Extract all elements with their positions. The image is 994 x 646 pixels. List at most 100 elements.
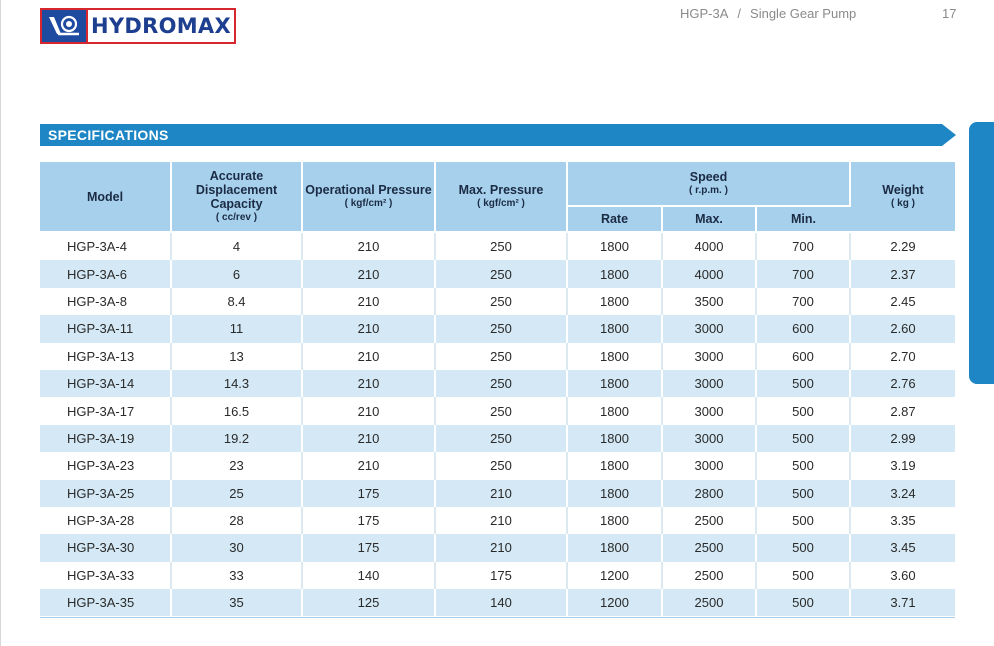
table-row: HGP-3A-28 28 175 210 1800 2500 500 3.35 — [40, 506, 955, 535]
cell-speed-min: 700 — [756, 232, 851, 261]
cell-speed-min: 700 — [756, 260, 851, 288]
cell-weight: 2.37 — [850, 260, 955, 288]
brand-name: HYDROMAX — [91, 14, 231, 38]
cell-max-pressure: 210 — [435, 479, 568, 507]
cell-operational-pressure: 175 — [302, 506, 436, 535]
cell-speed-rate: 1800 — [567, 369, 663, 398]
cell-operational-pressure: 210 — [302, 452, 436, 480]
table-row: HGP-3A-30 30 175 210 1800 2500 500 3.45 — [40, 534, 955, 562]
cell-weight: 2.76 — [850, 369, 955, 398]
cell-weight: 2.70 — [850, 342, 955, 370]
cell-displacement: 33 — [171, 561, 303, 590]
table-row: HGP-3A-19 19.2 210 250 1800 3000 500 2.99 — [40, 424, 955, 453]
cell-operational-pressure: 210 — [302, 315, 436, 343]
cell-displacement: 23 — [171, 452, 303, 480]
brand-logo: HYDROMAX — [40, 8, 236, 44]
cell-model: HGP-3A-28 — [40, 506, 172, 535]
table-row: HGP-3A-13 13 210 250 1800 3000 600 2.70 — [40, 342, 955, 370]
cell-speed-min: 500 — [756, 424, 851, 453]
cell-max-pressure: 250 — [435, 369, 568, 398]
cell-speed-rate: 1200 — [567, 561, 663, 590]
cell-speed-min: 700 — [756, 287, 851, 316]
cell-max-pressure: 140 — [435, 589, 568, 617]
cell-weight: 2.29 — [850, 232, 955, 261]
cell-weight: 3.24 — [850, 479, 955, 507]
cell-max-pressure: 175 — [435, 561, 568, 590]
section-bar-shape — [40, 124, 956, 146]
cell-speed-max: 3000 — [662, 315, 757, 343]
cell-model: HGP-3A-30 — [40, 534, 172, 562]
cell-operational-pressure: 210 — [302, 232, 436, 261]
table-row: HGP-3A-25 25 175 210 1800 2800 500 3.24 — [40, 479, 955, 507]
cell-displacement: 11 — [171, 315, 303, 343]
cell-weight: 3.71 — [850, 589, 955, 617]
header-operational-pressure: Operational Pressure( kgf/cm² ) — [302, 162, 436, 233]
cell-max-pressure: 250 — [435, 287, 568, 316]
cell-model: HGP-3A-17 — [40, 397, 172, 425]
cell-speed-max: 4000 — [662, 232, 757, 261]
cell-speed-rate: 1800 — [567, 397, 663, 425]
cell-model: HGP-3A-23 — [40, 452, 172, 480]
cell-speed-max: 3000 — [662, 342, 757, 370]
cell-operational-pressure: 210 — [302, 397, 436, 425]
cell-weight: 2.45 — [850, 287, 955, 316]
cell-operational-pressure: 210 — [302, 342, 436, 370]
header-speed: Speed( r.p.m. ) — [567, 162, 851, 207]
cell-speed-rate: 1800 — [567, 287, 663, 316]
cell-weight: 2.87 — [850, 397, 955, 425]
cell-speed-rate: 1800 — [567, 232, 663, 261]
side-tab — [969, 122, 994, 384]
cell-displacement: 30 — [171, 534, 303, 562]
cell-model: HGP-3A-35 — [40, 589, 172, 617]
cell-model: HGP-3A-8 — [40, 287, 172, 316]
cell-displacement: 28 — [171, 506, 303, 535]
cell-speed-rate: 1800 — [567, 260, 663, 288]
cell-max-pressure: 210 — [435, 534, 568, 562]
cell-operational-pressure: 140 — [302, 561, 436, 590]
cell-displacement: 6 — [171, 260, 303, 288]
cell-operational-pressure: 210 — [302, 424, 436, 453]
cell-speed-min: 500 — [756, 561, 851, 590]
cell-speed-max: 4000 — [662, 260, 757, 288]
cell-operational-pressure: 210 — [302, 287, 436, 316]
cell-speed-min: 600 — [756, 342, 851, 370]
cell-speed-max: 2500 — [662, 534, 757, 562]
table-bottom-rule — [40, 617, 955, 618]
header-displacement: Accurate Displacement Capacity( cc/rev ) — [171, 162, 303, 233]
cell-speed-min: 600 — [756, 315, 851, 343]
cell-displacement: 19.2 — [171, 424, 303, 453]
cell-operational-pressure: 175 — [302, 479, 436, 507]
cell-speed-max: 3000 — [662, 452, 757, 480]
cell-speed-min: 500 — [756, 479, 851, 507]
cell-speed-max: 3000 — [662, 424, 757, 453]
table-row: HGP-3A-11 11 210 250 1800 3000 600 2.60 — [40, 315, 955, 343]
doc-title: Single Gear Pump — [750, 6, 857, 21]
page-edge — [0, 0, 1, 646]
cell-model: HGP-3A-11 — [40, 315, 172, 343]
table-row: HGP-3A-35 35 125 140 1200 2500 500 3.71 — [40, 589, 955, 617]
table-row: HGP-3A-23 23 210 250 1800 3000 500 3.19 — [40, 452, 955, 480]
cell-max-pressure: 250 — [435, 232, 568, 261]
table-row: HGP-3A-17 16.5 210 250 1800 3000 500 2.87 — [40, 397, 955, 425]
table-row: HGP-3A-4 4 210 250 1800 4000 700 2.29 — [40, 232, 955, 261]
brand-mark-icon — [42, 10, 88, 42]
cell-weight: 3.19 — [850, 452, 955, 480]
cell-speed-max: 3000 — [662, 397, 757, 425]
cell-model: HGP-3A-25 — [40, 479, 172, 507]
cell-weight: 3.60 — [850, 561, 955, 590]
cell-speed-rate: 1800 — [567, 342, 663, 370]
cell-max-pressure: 250 — [435, 342, 568, 370]
cell-displacement: 35 — [171, 589, 303, 617]
cell-speed-rate: 1800 — [567, 452, 663, 480]
cell-speed-rate: 1800 — [567, 534, 663, 562]
table-body: HGP-3A-4 4 210 250 1800 4000 700 2.29 HGP-3A-6 6 2… — [40, 232, 955, 617]
cell-model: HGP-3A-14 — [40, 369, 172, 398]
cell-speed-min: 500 — [756, 506, 851, 535]
cell-weight: 2.60 — [850, 315, 955, 343]
header-weight: Weight( kg ) — [850, 162, 955, 233]
cell-speed-rate: 1800 — [567, 479, 663, 507]
cell-max-pressure: 210 — [435, 506, 568, 535]
cell-model: HGP-3A-4 — [40, 232, 172, 261]
cell-speed-min: 500 — [756, 369, 851, 398]
doc-code: HGP-3A — [680, 6, 729, 21]
